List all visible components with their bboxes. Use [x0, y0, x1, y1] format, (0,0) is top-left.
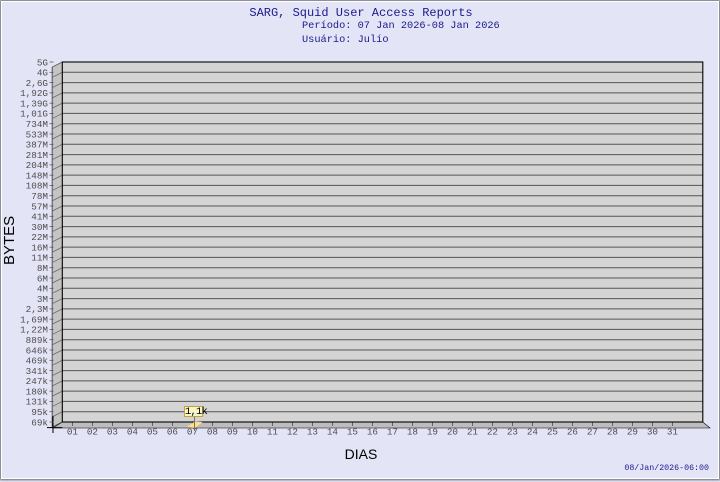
svg-text:07: 07	[187, 427, 198, 438]
svg-text:31: 31	[667, 427, 679, 438]
svg-text:09: 09	[227, 427, 238, 438]
svg-text:06: 06	[167, 427, 178, 438]
svg-text:19: 19	[427, 427, 438, 438]
svg-text:17: 17	[387, 427, 398, 438]
svg-text:02: 02	[87, 427, 98, 438]
svg-text:03: 03	[107, 427, 118, 438]
svg-text:15: 15	[347, 427, 358, 438]
svg-text:21: 21	[467, 427, 479, 438]
svg-text:01: 01	[67, 427, 79, 438]
svg-text:12: 12	[287, 427, 298, 438]
svg-text:22: 22	[487, 427, 498, 438]
svg-text:28: 28	[607, 427, 618, 438]
svg-text:25: 25	[547, 427, 558, 438]
svg-text:20: 20	[447, 427, 458, 438]
svg-text:16: 16	[367, 427, 378, 438]
svg-text:29: 29	[627, 427, 638, 438]
svg-text:27: 27	[587, 427, 598, 438]
svg-text:05: 05	[147, 427, 158, 438]
svg-text:23: 23	[507, 427, 518, 438]
svg-text:30: 30	[647, 427, 658, 438]
svg-text:26: 26	[567, 427, 578, 438]
svg-text:04: 04	[127, 427, 139, 438]
svg-text:11: 11	[267, 427, 279, 438]
svg-text:69k: 69k	[31, 417, 48, 428]
svg-text:08: 08	[207, 427, 218, 438]
svg-text:10: 10	[247, 427, 258, 438]
svg-text:24: 24	[527, 427, 539, 438]
svg-text:18: 18	[407, 427, 418, 438]
svg-text:13: 13	[307, 427, 318, 438]
svg-text:14: 14	[327, 427, 339, 438]
